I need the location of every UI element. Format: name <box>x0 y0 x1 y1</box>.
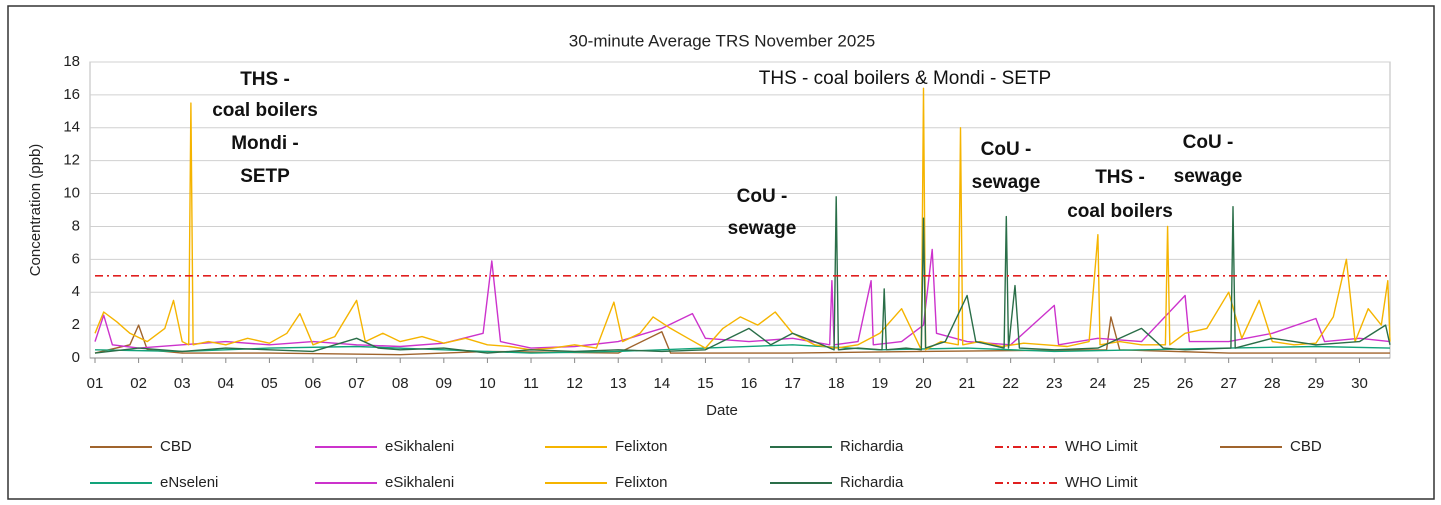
series-line <box>94 87 1391 351</box>
x-tick-label: 21 <box>959 375 976 392</box>
legend-label: eSikhaleni <box>385 438 454 455</box>
x-tick-label: 16 <box>741 375 758 392</box>
x-tick-label: 18 <box>828 375 845 392</box>
y-tick-label: 6 <box>72 250 80 267</box>
x-tick-label: 01 <box>87 375 104 392</box>
legend-label: CBD <box>1290 438 1322 455</box>
x-tick-label: 11 <box>523 375 539 392</box>
y-axis-label: Concentration (ppb) <box>27 144 44 277</box>
x-tick-label: 22 <box>1002 375 1019 392</box>
legend-label: WHO Limit <box>1065 438 1138 455</box>
x-tick-label: 27 <box>1220 375 1237 392</box>
y-tick-label: 14 <box>63 119 80 136</box>
x-tick-label: 15 <box>697 375 714 392</box>
y-tick-label: 2 <box>72 316 80 333</box>
legend-label: Felixton <box>615 438 668 455</box>
x-tick-label: 25 <box>1133 375 1150 392</box>
y-tick-label: 12 <box>63 152 80 169</box>
legend-label: CBD <box>160 438 192 455</box>
annotation: coal boilers <box>212 100 318 121</box>
x-axis-label: Date <box>706 402 738 419</box>
x-tick-label: 29 <box>1308 375 1325 392</box>
x-tick-label: 20 <box>915 375 932 392</box>
legend-label: eNseleni <box>160 474 218 491</box>
x-tick-label: 14 <box>653 375 670 392</box>
y-tick-label: 4 <box>72 283 80 300</box>
annotation: sewage <box>1174 166 1243 187</box>
annotation: CoU - <box>981 139 1032 160</box>
x-tick-label: 02 <box>130 375 147 392</box>
y-tick-label: 16 <box>63 86 80 103</box>
x-tick-label: 08 <box>392 375 409 392</box>
x-tick-label: 03 <box>174 375 191 392</box>
annotation: THS - coal boilers & Mondi - SETP <box>759 68 1051 89</box>
x-tick-label: 06 <box>305 375 322 392</box>
x-tick-label: 05 <box>261 375 278 392</box>
series-line <box>94 196 1391 354</box>
legend-label: eSikhaleni <box>385 474 454 491</box>
annotation: CoU - <box>1183 132 1234 153</box>
series-line <box>94 248 1391 349</box>
x-tick-label: 30 <box>1351 375 1368 392</box>
y-tick-label: 0 <box>72 349 80 366</box>
y-tick-label: 18 <box>63 53 80 70</box>
x-tick-label: 10 <box>479 375 496 392</box>
legend-label: WHO Limit <box>1065 474 1138 491</box>
y-tick-label: 10 <box>63 185 80 202</box>
x-tick-label: 04 <box>217 375 234 392</box>
annotation: SETP <box>240 166 290 187</box>
annotation: THS - <box>240 69 290 90</box>
annotation: sewage <box>972 172 1041 193</box>
annotation: Mondi - <box>231 133 299 154</box>
annotation: sewage <box>728 218 797 239</box>
annotation: CoU - <box>737 186 788 207</box>
series-line <box>94 316 1390 356</box>
x-tick-label: 17 <box>784 375 801 392</box>
x-tick-label: 28 <box>1264 375 1281 392</box>
x-tick-label: 07 <box>348 375 365 392</box>
x-tick-label: 24 <box>1090 375 1107 392</box>
chart-title: 30-minute Average TRS November 2025 <box>569 31 876 50</box>
legend-label: Richardia <box>840 438 904 455</box>
legend-label: Felixton <box>615 474 668 491</box>
x-tick-label: 26 <box>1177 375 1194 392</box>
annotation: coal boilers <box>1067 201 1173 222</box>
legend-label: Richardia <box>840 474 904 491</box>
x-tick-label: 13 <box>610 375 627 392</box>
series-line <box>94 344 1391 354</box>
x-tick-label: 23 <box>1046 375 1063 392</box>
x-tick-label: 19 <box>872 375 889 392</box>
x-tick-label: 09 <box>435 375 452 392</box>
annotation: THS - <box>1095 167 1145 188</box>
x-tick-label: 12 <box>566 375 583 392</box>
y-tick-label: 8 <box>72 217 80 234</box>
